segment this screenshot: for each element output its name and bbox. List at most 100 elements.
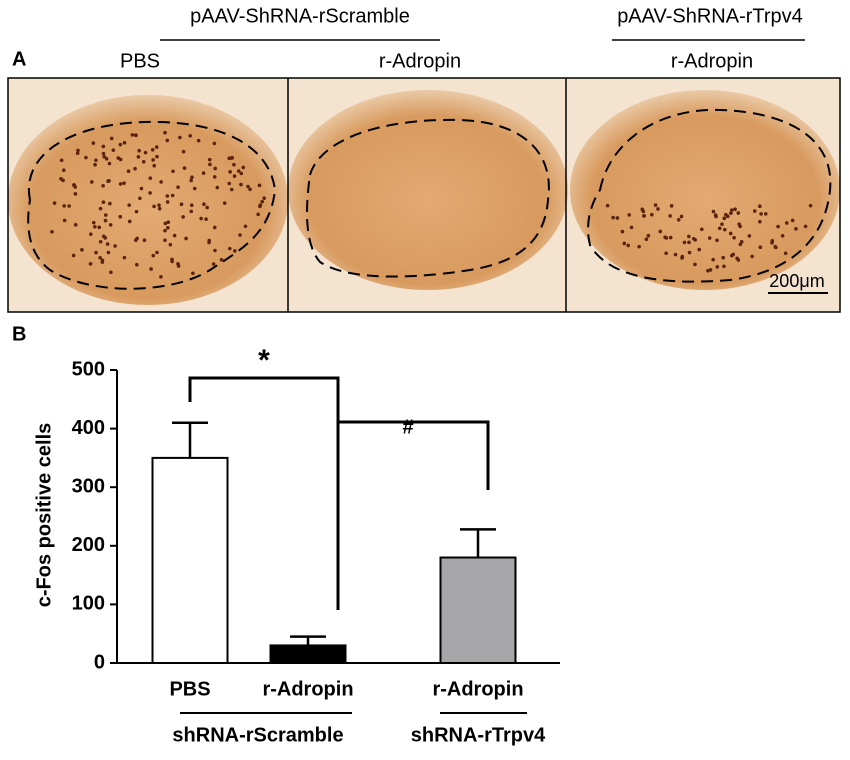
y-axis-title: c-Fos positive cells: [33, 423, 55, 608]
cell: [759, 212, 763, 216]
cell: [236, 169, 241, 173]
outline: [306, 118, 550, 278]
cell: [97, 225, 102, 230]
group-label: pAAV-ShRNA-rScramble: [190, 5, 410, 27]
cell: [67, 204, 71, 208]
cell: [136, 155, 141, 159]
cell: [227, 181, 232, 186]
cell: [232, 162, 236, 167]
cell: [113, 244, 117, 248]
cell: [133, 133, 138, 137]
cell: [803, 224, 808, 229]
cell: [101, 200, 106, 204]
cell: [102, 154, 107, 159]
cell: [135, 262, 139, 267]
cell: [118, 214, 123, 219]
panel-label: A: [12, 48, 26, 70]
cell: [178, 135, 182, 140]
cell: [758, 245, 763, 250]
cell: [134, 238, 138, 243]
cell: [611, 215, 615, 220]
cell: [163, 130, 167, 135]
cell: [697, 247, 702, 252]
cell: [246, 184, 250, 189]
cell: [620, 229, 625, 234]
cell: [687, 250, 692, 255]
cell: [105, 242, 110, 246]
bar: [151, 456, 229, 664]
cell: [730, 208, 734, 212]
cell: [711, 257, 715, 262]
cell: [89, 232, 93, 237]
cell: [184, 236, 188, 241]
cell: [650, 212, 654, 217]
cell: [50, 230, 54, 234]
cell: [243, 224, 248, 229]
cell: [228, 170, 232, 174]
y-tick-label: 0: [94, 651, 105, 673]
cell: [205, 205, 209, 210]
cell: [199, 216, 203, 221]
cell: [664, 251, 668, 256]
cell: [118, 182, 123, 186]
cell: [165, 138, 170, 143]
cell: [155, 154, 159, 159]
cell: [232, 174, 237, 178]
cell: [673, 252, 678, 257]
cell: [71, 253, 76, 258]
cell: [122, 181, 126, 185]
cell: [212, 141, 217, 146]
cell: [737, 222, 741, 226]
cell: [208, 162, 212, 167]
cell: [736, 211, 741, 215]
cell: [687, 234, 691, 239]
cell: [159, 180, 163, 184]
cell: [122, 255, 127, 260]
cell: [91, 220, 96, 225]
cell: [157, 203, 161, 207]
cell: [98, 239, 103, 244]
cell: [118, 157, 123, 162]
y-tick-label: 200: [72, 534, 105, 556]
cell: [204, 217, 208, 221]
cell: [148, 176, 153, 180]
cell: [191, 271, 195, 276]
cell: [713, 213, 718, 217]
cell: [179, 202, 184, 207]
significance-mark: *: [258, 344, 270, 377]
cell: [687, 240, 691, 245]
cell: [758, 204, 762, 208]
cell: [196, 138, 201, 143]
cell: [138, 196, 142, 201]
cell: [758, 219, 762, 224]
y-tick-label: 400: [72, 417, 105, 439]
cell: [717, 226, 722, 231]
cell: [260, 199, 265, 204]
cell: [122, 140, 127, 145]
cell: [126, 169, 131, 173]
cell: [724, 212, 728, 217]
group-label: shRNA-rTrpv4: [411, 724, 546, 746]
cell: [107, 179, 111, 183]
cell: [637, 244, 641, 249]
cell: [668, 235, 673, 240]
cell: [605, 203, 610, 208]
cell: [151, 253, 156, 258]
cell: [163, 228, 167, 233]
cell: [94, 250, 98, 255]
cell: [207, 238, 211, 243]
frame: [7, 77, 841, 313]
cell: [61, 168, 66, 173]
cell: [137, 148, 141, 153]
y-tick-label: 500: [72, 358, 105, 380]
significance-bracket: [338, 420, 490, 490]
cell: [227, 156, 232, 161]
cell: [627, 213, 631, 217]
cell: [189, 178, 193, 183]
cell: [73, 192, 78, 196]
cell: [168, 242, 173, 247]
tissue: [8, 95, 288, 305]
cell: [152, 163, 157, 168]
cell: [715, 238, 719, 243]
cell: [98, 255, 102, 260]
